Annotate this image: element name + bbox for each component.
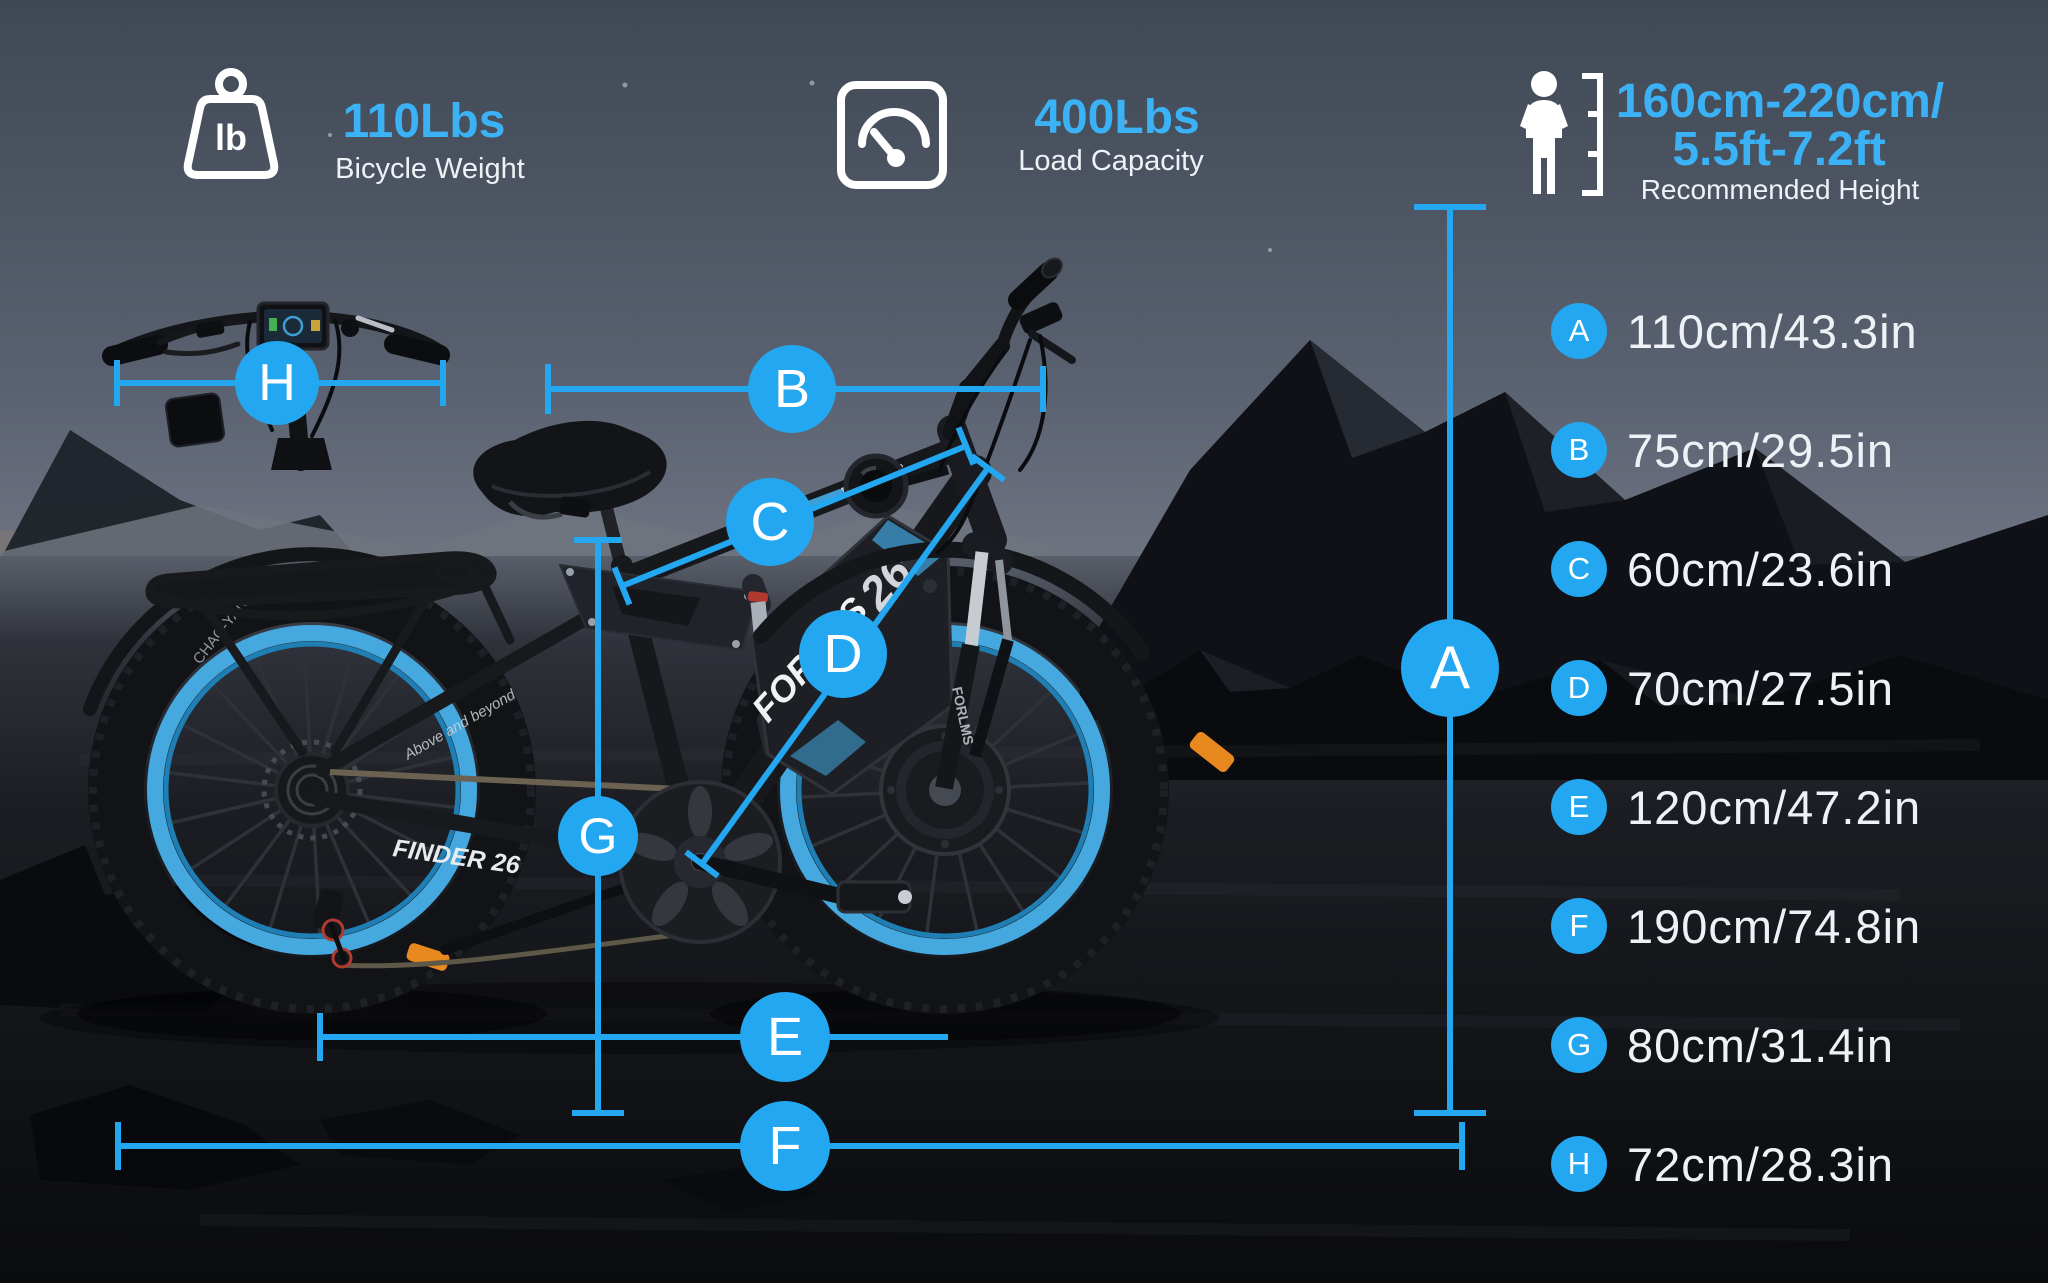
weight-icon-text: lb bbox=[215, 117, 247, 158]
measure-line-E bbox=[317, 1013, 948, 1061]
inset-left-grip bbox=[102, 335, 168, 366]
measurement-value-A: 110cm/43.3in bbox=[1627, 304, 1918, 358]
recommended-height-value-1: 160cm-220cm/ bbox=[1615, 75, 1945, 128]
measurement-letter-B: B bbox=[1551, 422, 1607, 478]
badge-D: D bbox=[799, 610, 887, 698]
seatstay bbox=[315, 585, 639, 777]
front-reflector bbox=[1189, 731, 1235, 773]
pedal bbox=[836, 880, 912, 914]
measurement-row-G: G 80cm/31.4in bbox=[1551, 1016, 1894, 1074]
recommended-height-label: Recommended Height bbox=[1640, 174, 1920, 205]
inset-display bbox=[256, 301, 330, 351]
inset-right-grip bbox=[384, 334, 450, 365]
measurement-value-B: 75cm/29.5in bbox=[1627, 423, 1895, 477]
fork-lower-leg bbox=[935, 643, 980, 790]
measurement-letter-E: E bbox=[1551, 779, 1607, 835]
badge-A: A bbox=[1401, 619, 1499, 717]
measurement-letter-A: A bbox=[1551, 303, 1607, 359]
chain-top bbox=[329, 769, 701, 793]
inset-hanging-bag bbox=[164, 392, 226, 448]
chain-bottom bbox=[339, 929, 699, 969]
measurement-value-E: 120cm/47.2in bbox=[1627, 780, 1922, 834]
fork-stanchion bbox=[964, 551, 989, 649]
measurement-letter-C: C bbox=[1551, 541, 1607, 597]
measurement-value-G: 80cm/31.4in bbox=[1627, 1018, 1895, 1072]
measurement-value-D: 70cm/27.5in bbox=[1627, 661, 1895, 715]
weight-lb-icon: lb bbox=[183, 68, 279, 179]
measurement-letter-H: H bbox=[1551, 1136, 1607, 1192]
rear-brake-disc bbox=[261, 739, 363, 841]
front-fender bbox=[753, 541, 1150, 660]
rear-rack bbox=[145, 551, 515, 757]
measurement-letter-G: G bbox=[1551, 1017, 1607, 1073]
measurement-value-F: 190cm/74.8in bbox=[1627, 899, 1922, 953]
bicycle-weight-value: 110Lbs bbox=[342, 95, 506, 148]
measurement-row-D: D 70cm/27.5in bbox=[1551, 659, 1894, 717]
sky-stars bbox=[328, 80, 1272, 252]
speedometer-icon bbox=[837, 81, 947, 189]
load-capacity-label: Load Capacity bbox=[1018, 145, 1204, 177]
handlebar-cockpit bbox=[936, 257, 1076, 554]
crank-arm bbox=[692, 854, 856, 906]
measurement-row-F: F 190cm/74.8in bbox=[1551, 897, 1921, 955]
measurement-row-E: E 120cm/47.2in bbox=[1551, 778, 1921, 836]
badge-G: G bbox=[558, 796, 638, 876]
badge-E: E bbox=[740, 992, 830, 1082]
person-height-icon bbox=[1520, 71, 1603, 196]
bicycle-weight-label: Bicycle Weight bbox=[335, 153, 525, 185]
badge-C: C bbox=[726, 478, 814, 566]
badge-H: H bbox=[235, 341, 319, 425]
measurement-letter-F: F bbox=[1551, 898, 1607, 954]
measurement-value-C: 60cm/23.6in bbox=[1627, 542, 1895, 596]
measurement-letter-D: D bbox=[1551, 660, 1607, 716]
measurement-value-H: 72cm/28.3in bbox=[1627, 1137, 1895, 1191]
measurement-row-H: H 72cm/28.3in bbox=[1551, 1135, 1894, 1193]
measurement-row-C: C 60cm/23.6in bbox=[1551, 540, 1894, 598]
load-capacity-value: 400Lbs bbox=[1034, 91, 1200, 144]
measurement-row-B: B 75cm/29.5in bbox=[1551, 421, 1894, 479]
measurement-row-A: A 110cm/43.3in bbox=[1551, 302, 1918, 360]
rear-derailleur bbox=[312, 888, 353, 969]
badge-B: B bbox=[748, 345, 836, 433]
recommended-height-value-2: 5.5ft-7.2ft bbox=[1672, 123, 1886, 176]
badge-F: F bbox=[740, 1101, 830, 1191]
height-ruler-icon bbox=[1582, 73, 1603, 196]
headlight bbox=[843, 453, 950, 519]
